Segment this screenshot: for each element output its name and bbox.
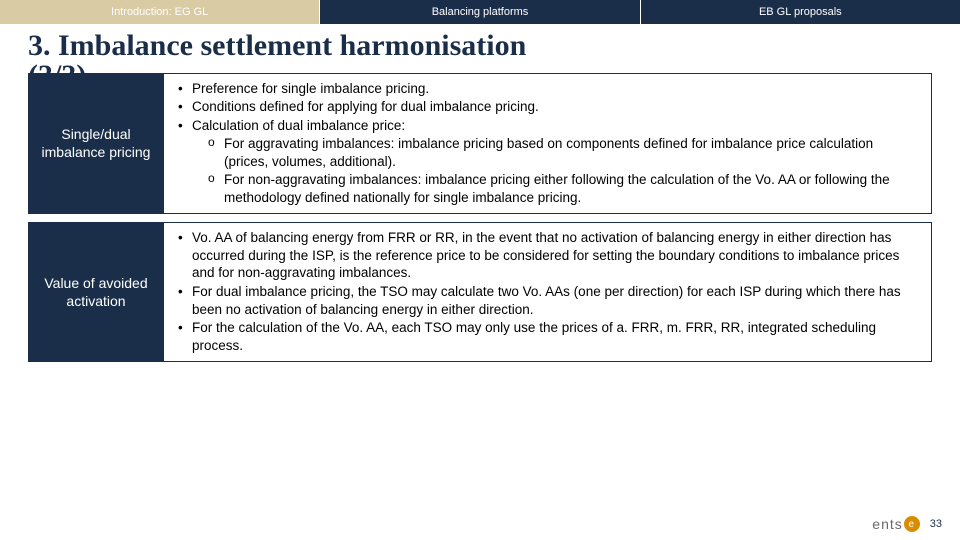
logo-text: ents <box>872 516 902 532</box>
list-item: For the calculation of the Vo. AA, each … <box>174 319 921 354</box>
list-item-text: Calculation of dual imbalance price: <box>192 118 405 133</box>
list-item: Calculation of dual imbalance price: For… <box>174 117 921 207</box>
sub-list-item: For aggravating imbalances: imbalance pr… <box>192 135 921 170</box>
table-row: Value of avoided activation Vo. AA of ba… <box>28 222 932 362</box>
tab-balancing-platforms[interactable]: Balancing platforms <box>320 0 640 24</box>
tab-eb-gl-proposals[interactable]: EB GL proposals <box>641 0 960 24</box>
list-item: Conditions defined for applying for dual… <box>174 98 921 116</box>
list-item: Vo. AA of balancing energy from FRR or R… <box>174 229 921 282</box>
logo-circle-icon: e <box>904 516 920 532</box>
page-number: 33 <box>930 518 942 530</box>
tab-introduction[interactable]: Introduction: EG GL <box>0 0 320 24</box>
top-tabs: Introduction: EG GL Balancing platforms … <box>0 0 960 24</box>
sub-list-item: For non-aggravating imbalances: imbalanc… <box>192 171 921 206</box>
footer: entse 33 <box>872 516 942 532</box>
row-content-single-dual: Preference for single imbalance pricing.… <box>164 74 931 214</box>
content-table: Single/dual imbalance pricing Preference… <box>0 73 960 363</box>
entsoe-logo: entse <box>872 516 919 532</box>
row-content-voaa: Vo. AA of balancing energy from FRR or R… <box>164 223 931 361</box>
table-row: Single/dual imbalance pricing Preference… <box>28 73 932 215</box>
row-label-single-dual: Single/dual imbalance pricing <box>29 74 164 214</box>
row-label-voaa: Value of avoided activation <box>29 223 164 361</box>
list-item: For dual imbalance pricing, the TSO may … <box>174 283 921 318</box>
page-title-line1: 3. Imbalance settlement harmonisation <box>28 30 932 62</box>
list-item: Preference for single imbalance pricing. <box>174 80 921 98</box>
